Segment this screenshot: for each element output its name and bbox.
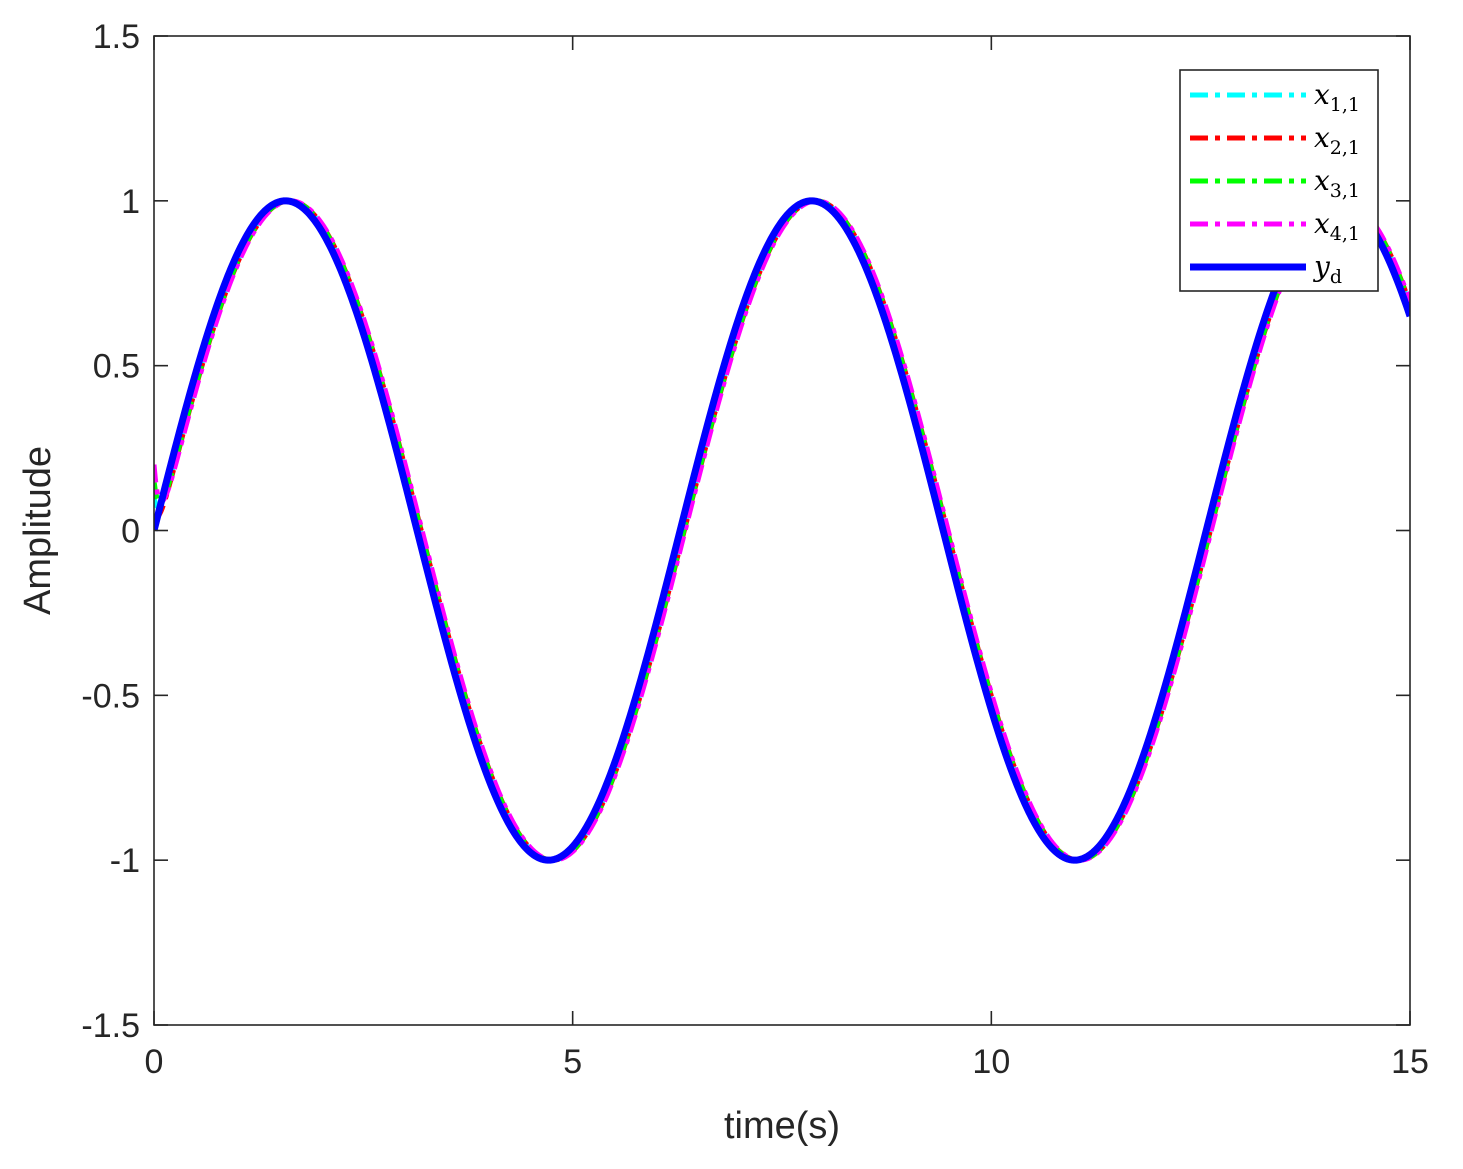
legend-label: x1,1: [1314, 78, 1360, 116]
y-axis-label: Amplitude: [17, 446, 59, 615]
y-tick-label: -0.5: [81, 677, 140, 715]
y-tick-label: 1.5: [93, 18, 140, 56]
x-tick-label: 15: [1391, 1043, 1429, 1081]
plot-frame: [153, 35, 1411, 1026]
x-tick-label: 10: [972, 1043, 1010, 1081]
ticks-group: 0 5 10 15 -1.5 -1 -0.5 0 0.5 1 1.5: [81, 18, 1429, 1081]
x-axis-label: time(s): [724, 1105, 840, 1147]
y-tick-label: -1.5: [81, 1007, 140, 1045]
series-line-4: [154, 198, 1410, 863]
legend-label: x3,1: [1314, 164, 1360, 202]
x-tick-label: 0: [145, 1043, 164, 1081]
legend-label: x4,1: [1314, 207, 1360, 245]
legend-label: yd: [1312, 250, 1342, 288]
y-tick-label: 0: [121, 513, 140, 551]
x-tick-label: 5: [563, 1043, 582, 1081]
legend-label: x2,1: [1314, 121, 1360, 159]
legend: x1,1 x2,1 x3,1 x4,1 yd: [1179, 69, 1379, 292]
y-tick-label: 0.5: [93, 348, 140, 386]
plot-series-group: [154, 197, 1410, 864]
series-line-5: [154, 197, 1410, 864]
y-tick-label: 1: [121, 183, 140, 221]
y-tick-label: -1: [110, 842, 140, 880]
